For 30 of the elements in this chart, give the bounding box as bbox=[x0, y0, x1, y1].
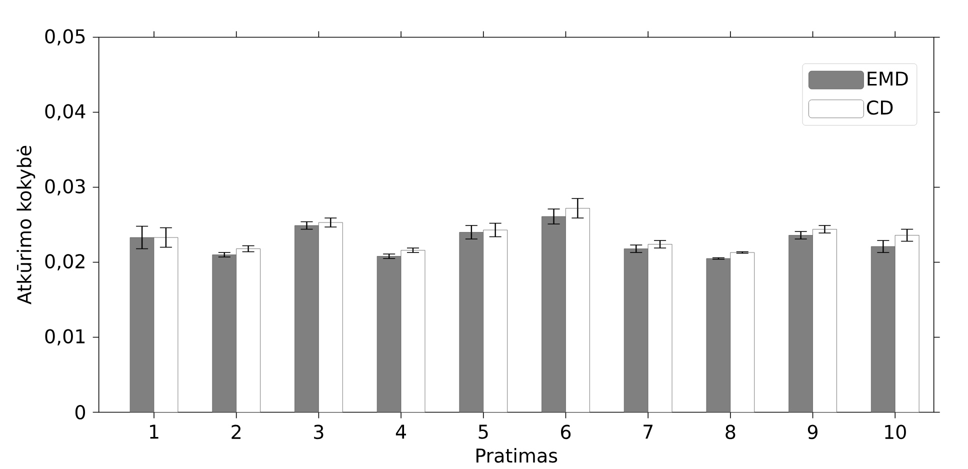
bar bbox=[294, 225, 319, 412]
x-tick-label: 3 bbox=[314, 424, 324, 440]
bar bbox=[459, 232, 484, 412]
x-tick-label: 5 bbox=[478, 424, 488, 439]
y-tick-label: 0,05 bbox=[45, 29, 85, 46]
bar bbox=[870, 246, 896, 412]
y-tick-label: 0 bbox=[75, 405, 86, 420]
x-axis-title: Pratimas bbox=[476, 448, 558, 463]
y-tick-label: 0,03 bbox=[45, 179, 85, 196]
bar bbox=[706, 258, 731, 412]
x-tick-label: 10 bbox=[885, 424, 906, 440]
y-tick-label: 0,04 bbox=[45, 104, 86, 120]
bar bbox=[542, 216, 566, 412]
bar bbox=[788, 235, 814, 412]
y-tick-label: 0,02 bbox=[45, 254, 84, 270]
bar bbox=[376, 256, 402, 412]
bar bbox=[130, 237, 154, 412]
x-tick-label: 7 bbox=[644, 424, 653, 439]
x-tick-label: 1 bbox=[150, 424, 158, 439]
x-tick-label: 9 bbox=[808, 424, 818, 440]
y-tick-label: 0,01 bbox=[45, 329, 85, 346]
x-tick-label: 4 bbox=[396, 424, 406, 439]
legend-label: EMD bbox=[868, 72, 908, 86]
x-tick-label: 8 bbox=[726, 424, 736, 440]
x-tick-label: 2 bbox=[232, 424, 240, 439]
bar bbox=[212, 254, 237, 412]
x-tick-label: 6 bbox=[561, 424, 571, 440]
y-axis-title: Atkūrimo kokybė bbox=[16, 146, 36, 304]
bar bbox=[624, 248, 648, 412]
legend-label: CD bbox=[866, 100, 893, 115]
